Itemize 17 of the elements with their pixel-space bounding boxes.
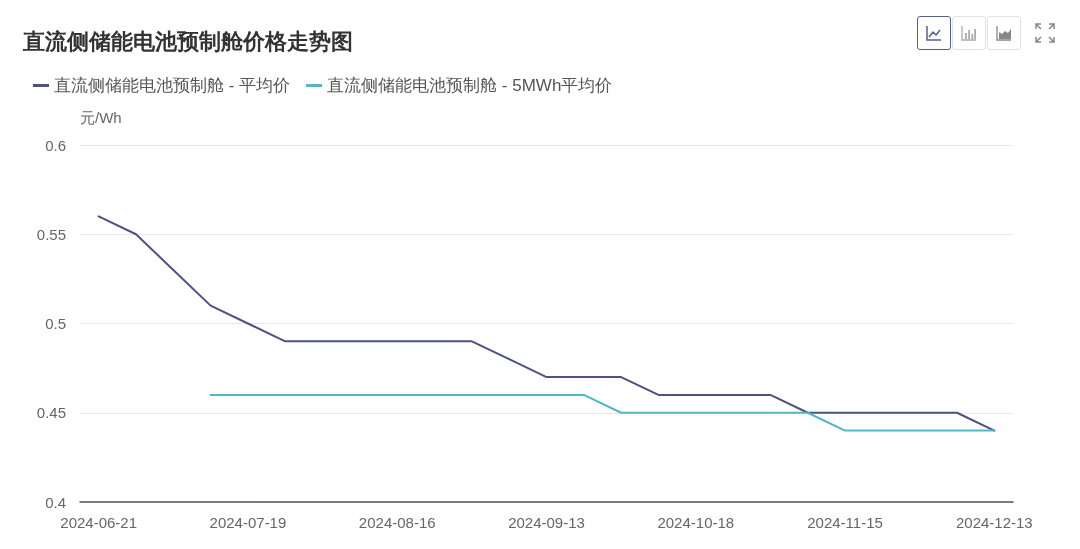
chart-title: 直流侧储能电池预制舱价格走势图 — [22, 28, 353, 54]
line-series — [97, 215, 996, 432]
y-tick-label: 0.55 — [36, 225, 66, 243]
x-tick-label: 2024-09-13 — [508, 514, 585, 531]
y-axis-title: 元/Wh — [80, 109, 122, 126]
y-tick-label: 0.45 — [36, 404, 66, 422]
x-tick-label: 2024-07-19 — [209, 514, 287, 531]
legend-label: 直流侧储能电池预制舱 - 平均价 — [54, 76, 291, 95]
y-tick-label: 0.4 — [45, 493, 66, 511]
x-tick-label: 2024-12-13 — [955, 514, 1033, 531]
y-tick-label: 0.5 — [45, 315, 66, 332]
legend-label: 直流侧储能电池预制舱 - 5MWh平均价 — [327, 76, 613, 95]
x-tick-label: 2024-10-18 — [657, 514, 735, 531]
x-tick-label: 2024-11-15 — [807, 514, 883, 531]
x-tick-label: 2024-08-16 — [358, 514, 436, 531]
y-tick-label: 0.6 — [45, 136, 66, 154]
x-tick-label: 2024-06-21 — [60, 514, 138, 531]
